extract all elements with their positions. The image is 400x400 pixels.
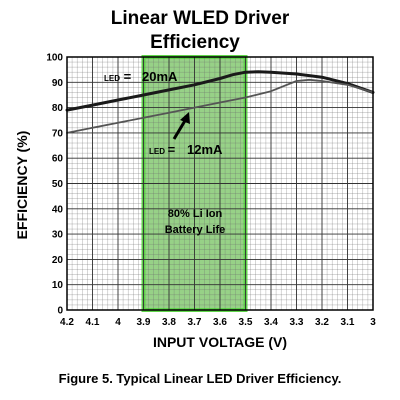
axes	[66, 56, 374, 311]
y-tick-label: 100	[46, 53, 63, 64]
y-tick-label: 30	[52, 230, 64, 241]
y-tick-label: 0	[57, 306, 63, 317]
series-label-20mA-sign: =	[120, 69, 135, 84]
tick-labels: 4.2 4.1 4 3.9 3.8 3.7 3.6 3.5 3.4 3.3 3.2 3.1 301020…	[46, 53, 376, 329]
series-label-20mA-value: 20mA	[142, 69, 178, 84]
chart-title-line-2: Efficiency	[150, 32, 240, 53]
x-tick-label: 3.6	[213, 317, 227, 328]
x-tick-label: 3	[370, 317, 376, 328]
x-tick-label: 3.4	[264, 317, 278, 328]
y-tick-label: 20	[52, 255, 64, 266]
series-lines	[65, 70, 375, 134]
y-tick-label: 50	[52, 179, 64, 190]
y-tick-label: 60	[52, 154, 64, 165]
y-tick-label: 40	[52, 204, 64, 215]
grid	[66, 56, 374, 311]
arrow-12mA	[172, 112, 190, 140]
y-tick-label: 10	[52, 280, 64, 291]
x-tick-label: 3.1	[341, 317, 355, 328]
region-label-line-2: Battery Life	[165, 224, 226, 236]
series-label-12mA-sign: =	[164, 142, 179, 157]
x-tick-label: 3.9	[137, 317, 151, 328]
x-tick-label: 3.3	[290, 317, 304, 328]
x-tick-label: 4.2	[60, 317, 74, 328]
x-axis-label: INPUT VOLTAGE (V)	[153, 334, 287, 350]
x-tick-label: 3.8	[162, 317, 176, 328]
x-tick-label: 3.5	[239, 317, 253, 328]
figure-caption: Figure 5. Typical Linear LED Driver Effi…	[59, 371, 342, 386]
arrow-12mA-shaft	[172, 118, 188, 140]
series-line-12mA	[66, 78, 374, 134]
region-label-line-1: 80% Li Ion	[168, 208, 223, 220]
x-tick-label: 4	[115, 317, 121, 328]
series-label-12mA-value: 12mA	[187, 142, 223, 157]
plot-frame	[66, 56, 374, 311]
y-tick-label: 90	[52, 78, 64, 89]
series-label-20mA: LED = 20mA	[104, 69, 178, 84]
series-label-20mA-prefix: LED	[104, 74, 120, 83]
region-label: 80% Li Ion Battery Life	[165, 208, 226, 236]
chart-title: Linear WLED Driver Efficiency	[111, 8, 290, 53]
x-tick-label: 3.2	[315, 317, 329, 328]
x-tick-label: 4.1	[86, 317, 100, 328]
x-tick-label: 3.7	[188, 317, 202, 328]
y-tick-label: 70	[52, 128, 64, 139]
y-axis-label: EFFICIENCY (%)	[14, 131, 30, 240]
series-label-12mA-prefix: LED	[149, 147, 165, 156]
series-line-20mA	[65, 70, 375, 112]
y-tick-label: 80	[52, 103, 64, 114]
arrow-12mA-head	[180, 112, 190, 124]
chart-title-line-1: Linear WLED Driver	[111, 8, 290, 29]
series-label-12mA: LED = 12mA	[149, 142, 223, 157]
